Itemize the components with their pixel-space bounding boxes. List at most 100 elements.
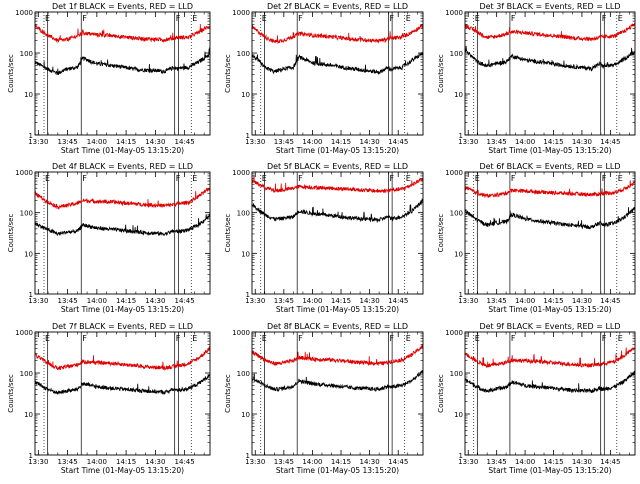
marker-label: E bbox=[618, 174, 623, 183]
y-tick-label: 10 bbox=[24, 411, 33, 419]
marker-label: E bbox=[618, 334, 623, 343]
y-tick-label: 10 bbox=[241, 91, 250, 99]
series-line-lld bbox=[464, 23, 636, 42]
x-axis-label: Start Time (01-May-05 13:15:20) bbox=[276, 146, 399, 155]
marker-label: F bbox=[298, 334, 303, 343]
x-tick-label: 13:45 bbox=[274, 297, 294, 305]
x-tick-label: 14:45 bbox=[388, 458, 408, 466]
x-tick-label: 14:15 bbox=[331, 297, 351, 305]
x-tick-label: 14:00 bbox=[302, 297, 322, 305]
y-tick-label: 100 bbox=[450, 210, 463, 218]
panel-title: Det 5f BLACK = Events, RED = LLD bbox=[267, 162, 408, 171]
y-tick-label: 1000 bbox=[15, 169, 33, 177]
y-tick-label: 1 bbox=[29, 291, 33, 299]
series-line-events bbox=[464, 45, 636, 72]
marker-label: E bbox=[192, 334, 197, 343]
x-tick-label: 14:30 bbox=[145, 458, 165, 466]
y-tick-label: 10 bbox=[454, 250, 463, 258]
marker-label: F bbox=[511, 334, 516, 343]
x-tick-label: 14:15 bbox=[543, 458, 563, 466]
x-tick-label: 14:00 bbox=[302, 138, 322, 146]
x-tick-label: 14:15 bbox=[543, 297, 563, 305]
marker-label: F bbox=[82, 334, 87, 343]
y-tick-label: 100 bbox=[20, 210, 33, 218]
y-tick-label: 100 bbox=[20, 370, 33, 378]
x-tick-label: 13:30 bbox=[28, 297, 48, 305]
x-tick-label: 14:45 bbox=[600, 458, 620, 466]
marker-label: E bbox=[618, 14, 623, 23]
x-tick-label: 13:30 bbox=[28, 138, 48, 146]
series-line-lld bbox=[34, 187, 211, 210]
y-tick-label: 1 bbox=[246, 452, 250, 460]
x-tick-label: 14:15 bbox=[331, 138, 351, 146]
x-tick-label: 14:30 bbox=[572, 138, 592, 146]
x-tick-label: 14:00 bbox=[302, 458, 322, 466]
series-line-lld bbox=[34, 345, 211, 371]
series-line-events bbox=[251, 51, 424, 76]
x-axis-label: Start Time (01-May-05 13:15:20) bbox=[488, 466, 611, 475]
marker-label: F bbox=[298, 14, 303, 23]
x-tick-label: 14:30 bbox=[360, 297, 380, 305]
plot-frame bbox=[34, 331, 211, 456]
y-tick-label: 1000 bbox=[445, 329, 463, 337]
panel-title: Det 8f BLACK = Events, RED = LLD bbox=[267, 322, 408, 331]
y-tick-label: 10 bbox=[241, 411, 250, 419]
series-line-lld bbox=[251, 23, 424, 44]
series-line-lld bbox=[464, 180, 636, 199]
x-axis-label: Start Time (01-May-05 13:15:20) bbox=[276, 466, 399, 475]
x-tick-label: 14:45 bbox=[175, 138, 195, 146]
x-tick-label: 14:15 bbox=[116, 138, 136, 146]
x-axis-label: Start Time (01-May-05 13:15:20) bbox=[61, 305, 184, 314]
x-tick-label: 14:00 bbox=[87, 458, 107, 466]
y-tick-label: 10 bbox=[454, 91, 463, 99]
x-tick-label: 14:30 bbox=[360, 138, 380, 146]
x-tick-label: 13:45 bbox=[487, 458, 507, 466]
y-axis-label: Counts/sec bbox=[437, 54, 445, 93]
x-tick-label: 14:00 bbox=[515, 458, 535, 466]
panel-title: Det 4f BLACK = Events, RED = LLD bbox=[52, 162, 193, 171]
x-tick-label: 14:30 bbox=[145, 138, 165, 146]
panel-title: Det 3f BLACK = Events, RED = LLD bbox=[479, 2, 620, 11]
y-tick-label: 1000 bbox=[15, 329, 33, 337]
x-tick-label: 14:45 bbox=[175, 297, 195, 305]
y-axis-label: Counts/sec bbox=[7, 54, 15, 93]
y-tick-label: 10 bbox=[454, 411, 463, 419]
x-tick-label: 13:45 bbox=[487, 138, 507, 146]
panel-det-9: Det 9f BLACK = Events, RED = LLD 1 10 100 10… bbox=[437, 322, 636, 475]
x-tick-label: 13:45 bbox=[57, 458, 77, 466]
marker-label: E bbox=[192, 174, 197, 183]
panel-det-8: Det 8f BLACK = Events, RED = LLD 1 10 100 10… bbox=[224, 322, 424, 475]
x-tick-label: 14:15 bbox=[331, 458, 351, 466]
x-tick-label: 13:45 bbox=[274, 458, 294, 466]
plot-frame bbox=[34, 11, 211, 136]
x-tick-label: 13:45 bbox=[57, 138, 77, 146]
panel-det-4: Det 4f BLACK = Events, RED = LLD 1 10 100 10… bbox=[7, 162, 211, 314]
x-axis-label: Start Time (01-May-05 13:15:20) bbox=[61, 146, 184, 155]
plot-frame bbox=[464, 331, 636, 456]
y-tick-label: 1000 bbox=[232, 329, 250, 337]
x-axis-label: Start Time (01-May-05 13:15:20) bbox=[488, 146, 611, 155]
y-tick-label: 100 bbox=[20, 50, 33, 58]
y-tick-label: 1000 bbox=[445, 9, 463, 17]
x-tick-label: 13:30 bbox=[458, 138, 478, 146]
y-tick-label: 1 bbox=[459, 291, 463, 299]
x-tick-label: 14:15 bbox=[116, 458, 136, 466]
panel-det-3: Det 3f BLACK = Events, RED = LLD 1 10 100 10… bbox=[437, 2, 636, 155]
y-tick-label: 1000 bbox=[15, 9, 33, 17]
y-tick-label: 100 bbox=[450, 50, 463, 58]
panel-title: Det 9f BLACK = Events, RED = LLD bbox=[479, 322, 620, 331]
y-tick-label: 100 bbox=[450, 370, 463, 378]
x-tick-label: 14:45 bbox=[388, 297, 408, 305]
x-tick-label: 14:30 bbox=[145, 297, 165, 305]
x-tick-label: 13:30 bbox=[28, 458, 48, 466]
y-axis-label: Counts/sec bbox=[224, 54, 232, 93]
series-line-lld bbox=[34, 23, 211, 44]
series-line-events bbox=[34, 47, 211, 76]
x-tick-label: 14:45 bbox=[388, 138, 408, 146]
y-tick-label: 100 bbox=[237, 210, 250, 218]
y-tick-label: 1000 bbox=[232, 9, 250, 17]
x-tick-label: 14:45 bbox=[600, 138, 620, 146]
y-axis-label: Counts/sec bbox=[437, 214, 445, 253]
